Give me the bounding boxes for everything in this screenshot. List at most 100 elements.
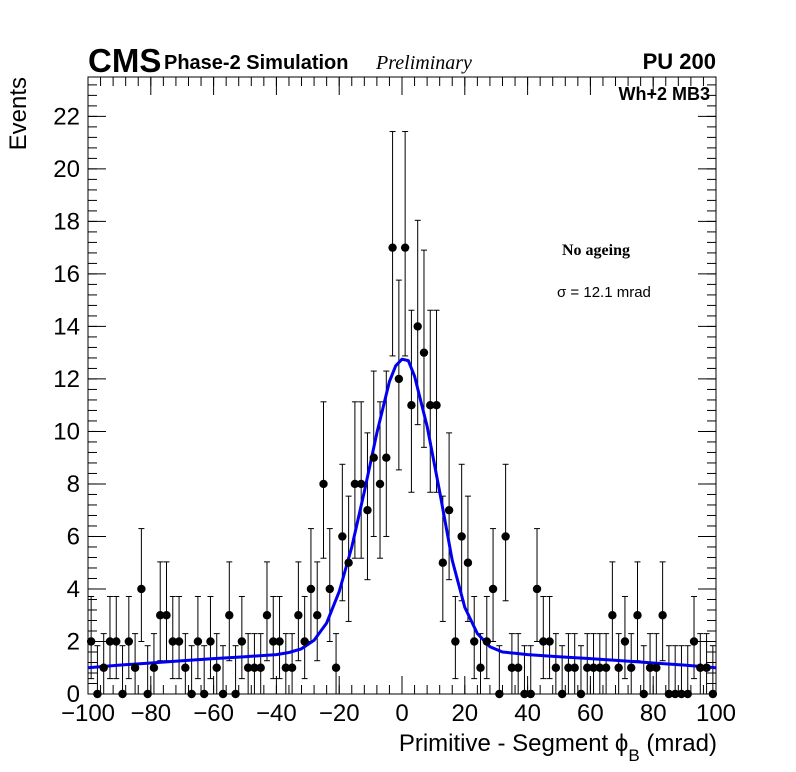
station-label: Wh+2 MB3 — [618, 84, 710, 104]
data-point — [470, 637, 479, 646]
data-point — [570, 663, 579, 672]
preliminary-label: Preliminary — [375, 52, 472, 74]
data-point — [545, 637, 554, 646]
data-point — [375, 479, 385, 489]
plot-frame — [87, 76, 717, 695]
data-point — [689, 637, 699, 646]
data-point — [181, 663, 190, 672]
data-point — [507, 663, 517, 672]
data-point — [118, 689, 127, 699]
data-point — [256, 663, 265, 672]
data-point — [382, 453, 391, 462]
data-point — [325, 584, 334, 594]
data-point — [495, 689, 504, 699]
data-point — [86, 637, 96, 646]
data-point — [105, 637, 115, 646]
data-point — [231, 689, 240, 699]
y-tick-label: 12 — [53, 366, 80, 393]
legend-sigma: σ = 12.1 mrad — [557, 284, 651, 301]
data-point — [212, 663, 221, 672]
data-point — [683, 689, 692, 699]
x-axis-title-main: Primitive - Segment ϕ — [399, 730, 629, 757]
data-point — [664, 689, 674, 699]
data-point — [620, 637, 630, 646]
y-tick-label: 4 — [67, 576, 80, 603]
data-point — [639, 689, 648, 699]
data-point — [300, 637, 309, 646]
y-axis-title: Events — [5, 77, 32, 150]
data-point — [344, 558, 353, 567]
data-point — [551, 663, 561, 672]
simulation-label: Phase-2 Simulation — [164, 52, 349, 74]
data-point — [520, 689, 529, 699]
x-tick-label: −80 — [130, 700, 171, 727]
y-tick-label: 22 — [53, 103, 80, 130]
data-point — [250, 663, 259, 672]
data-point — [350, 479, 360, 489]
data-point — [149, 663, 159, 672]
data-point — [451, 637, 460, 646]
x-axis-title-unit-text: (mrad) — [646, 730, 717, 757]
data-point — [275, 637, 284, 646]
data-point — [243, 663, 253, 672]
data-point — [608, 611, 617, 620]
data-point — [476, 663, 485, 672]
data-point — [589, 663, 598, 672]
x-tick-label: 20 — [451, 700, 478, 727]
data-point — [614, 663, 623, 672]
y-tick-label: 18 — [53, 208, 80, 235]
data-point — [501, 532, 510, 541]
data-point — [400, 243, 410, 252]
y-tick-label: 16 — [53, 261, 80, 288]
data-point — [652, 663, 661, 672]
data-point — [206, 637, 215, 646]
legend-condition: No ageing — [562, 242, 630, 259]
data-point — [444, 506, 454, 515]
data-point — [432, 400, 441, 410]
data-point — [313, 611, 322, 620]
data-point — [306, 584, 316, 594]
data-point — [583, 663, 592, 672]
y-tick-label: 20 — [53, 156, 80, 183]
data-point — [99, 663, 108, 672]
data-point — [407, 400, 416, 410]
data-point — [124, 637, 134, 646]
data-point — [319, 479, 328, 489]
y-tick-label: 10 — [53, 418, 80, 445]
data-point — [627, 663, 636, 672]
y-tick-label: 2 — [67, 628, 80, 655]
data-point — [225, 611, 234, 620]
data-point — [633, 611, 642, 620]
x-tick-label: 100 — [696, 700, 736, 727]
data-point — [658, 611, 667, 620]
data-point — [369, 453, 378, 462]
data-point — [557, 689, 567, 699]
data-point — [539, 637, 548, 646]
data-point — [199, 689, 209, 699]
data-point — [187, 689, 196, 699]
data-point — [394, 374, 404, 384]
fit-curve — [87, 357, 717, 670]
pileup-label: PU 200 — [643, 49, 716, 74]
data-point — [338, 532, 347, 541]
data-point — [112, 637, 121, 646]
data-point — [413, 322, 422, 331]
y-tick-label: 6 — [67, 523, 80, 550]
x-tick-label: 60 — [577, 700, 604, 727]
x-tick-label: −40 — [256, 700, 297, 727]
data-point — [595, 663, 605, 672]
y-tick-label: 14 — [53, 313, 80, 340]
data-point — [193, 637, 203, 646]
x-axis-title-subscript: B — [628, 746, 639, 765]
data-point — [526, 689, 535, 699]
data-point — [670, 689, 680, 699]
x-tick-label: 40 — [514, 700, 541, 727]
data-point — [513, 663, 523, 672]
data-point — [438, 558, 448, 567]
data-point — [269, 637, 278, 646]
x-tick-label: 0 — [395, 700, 408, 727]
x-tick-label: 80 — [640, 700, 667, 727]
x-tick-label: −60 — [193, 700, 234, 727]
data-point — [388, 243, 397, 252]
